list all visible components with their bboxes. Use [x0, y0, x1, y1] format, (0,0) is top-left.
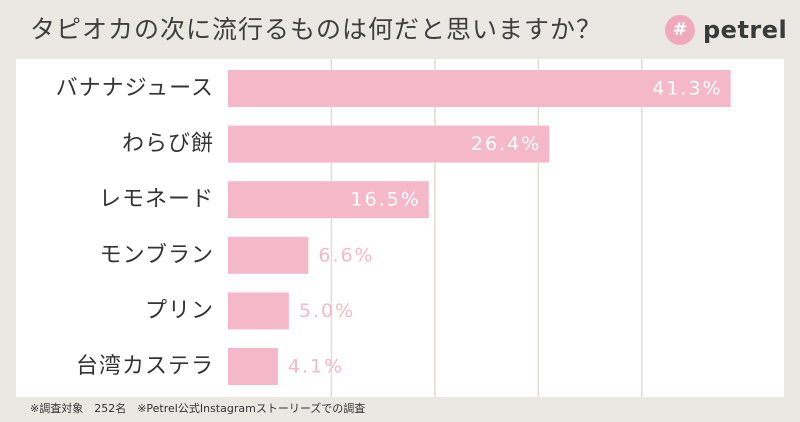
category-label: わらび餅 [122, 132, 214, 157]
data-label: 26.4% [471, 133, 541, 155]
category-label: プリン [145, 298, 214, 323]
data-label: 41.3% [652, 78, 722, 100]
chart-title: タピオカの次に流行るものは何だと思いますか？ [30, 15, 603, 44]
bar [228, 125, 550, 163]
category-label: レモネード [99, 187, 214, 212]
category-label: バナナジュース [56, 76, 214, 101]
brand-logo: # petrel [665, 14, 795, 46]
category-label: モンブラン [100, 243, 214, 268]
data-label: 16.5% [350, 189, 420, 211]
hashtag-icon: # [665, 15, 695, 45]
brand-name: petrel [703, 16, 788, 44]
data-label: 5.0% [299, 300, 355, 322]
chart-panel: バナナジュース 41.3% わらび餅 26.4% レモネード 16.5% モンブラン 6.6%… [16, 59, 784, 397]
bar [228, 236, 309, 274]
bar-chart: バナナジュース 41.3% わらび餅 26.4% レモネード 16.5% モンブラン 6.6%… [56, 59, 731, 397]
bar [228, 292, 289, 330]
bar [228, 348, 278, 385]
data-label: 4.1% [288, 356, 344, 378]
survey-footnote: ※調査対象 252名 ※Petrel公式Instagramストーリーズでの調査 [30, 402, 366, 415]
bar [228, 70, 731, 107]
bar [228, 181, 429, 219]
data-label: 6.6% [318, 244, 374, 266]
category-label: 台湾カステラ [76, 354, 214, 379]
